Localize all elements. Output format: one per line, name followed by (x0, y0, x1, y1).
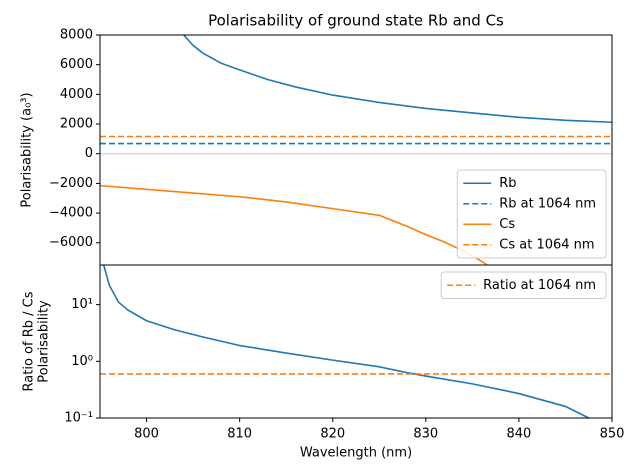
y-tick-label: 10⁰ (71, 354, 93, 369)
legend-label: Ratio at 1064 nm (483, 278, 596, 293)
x-tick-label: 830 (413, 427, 438, 442)
y-axis-label: Polarisability (a₀³) (20, 92, 35, 207)
legend-box (440, 271, 607, 299)
x-tick-label: 850 (600, 427, 625, 442)
y-tick-label: 10¹ (71, 297, 93, 312)
x-tick-label: 840 (506, 427, 531, 442)
x-tick-label: 800 (134, 427, 159, 442)
legend-label: Rb (499, 176, 516, 191)
legend-label: Cs at 1064 nm (499, 237, 594, 252)
y-tick-label: 10⁻¹ (64, 411, 93, 426)
x-tick-label: 810 (227, 427, 252, 442)
chart-title: Polarisability of ground state Rb and Cs (208, 12, 504, 30)
legend-label: Cs (499, 217, 515, 232)
legend-label: Rb at 1064 nm (499, 196, 596, 211)
y-tick-label: −4000 (49, 206, 93, 221)
y-tick-label: −2000 (49, 176, 93, 191)
data-line (183, 35, 612, 124)
y-axis-label: Polarisability (37, 300, 52, 383)
legend: Ratio at 1064 nm (440, 271, 607, 299)
axes-frame (99, 264, 613, 419)
y-tick-label: 4000 (60, 87, 93, 102)
x-tick-label: 820 (320, 427, 345, 442)
data-line (100, 184, 488, 265)
y-tick-label: 2000 (60, 117, 93, 132)
legend-box (456, 169, 607, 259)
y-tick-label: −6000 (49, 235, 93, 250)
y-tick-label: 8000 (60, 28, 93, 43)
data-line (102, 265, 590, 418)
x-axis-label: Wavelength (nm) (300, 446, 412, 461)
y-axis-label: Ratio of Rb / Cs (22, 291, 37, 391)
y-tick-label: 0 (85, 146, 93, 161)
legend: Rb Rb at 1064 nm Cs Cs at 1064 nm (456, 169, 607, 259)
y-tick-label: 6000 (60, 57, 93, 72)
